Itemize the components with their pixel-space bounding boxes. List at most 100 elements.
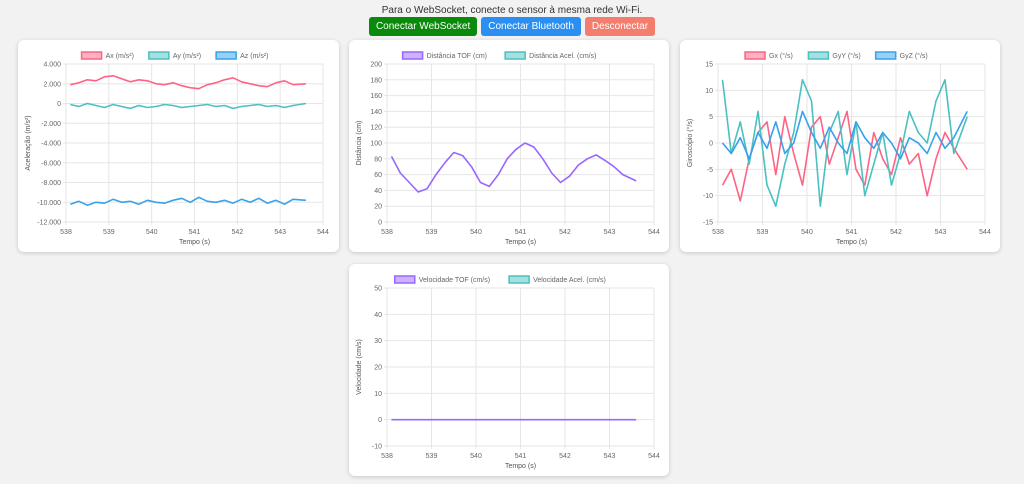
x-axis-label: Tempo (s) — [505, 463, 536, 470]
y-tick-label: 0 — [378, 220, 382, 227]
x-tick-label: 540 — [146, 229, 158, 236]
accel-chart: 538 539 540 541 542 543 544 -12.000 -10.000 -8.00… — [25, 51, 329, 246]
y-axis-label: Distância (cm) — [356, 121, 363, 166]
y-tick-label: 4.000 — [43, 62, 61, 69]
y-tick-label: 0 — [57, 101, 61, 108]
y-tick-label: -12.000 — [37, 220, 61, 227]
x-tick-label: 544 — [317, 229, 329, 236]
legend-label[interactable]: GyY (°/s) — [832, 52, 860, 60]
vel-chart: 538 539 540 541 542 543 544 -10 0 10 20 30 40 50 Tempo… — [356, 275, 660, 470]
legend-label[interactable]: Velocidade TOF (cm/s) — [419, 277, 490, 284]
y-tick-label: 20 — [374, 365, 382, 372]
y-tick-label: 200 — [370, 62, 382, 69]
connection-instruction: Para o WebSocket, conecte o sensor à mes… — [381, 5, 643, 16]
y-axis-label: Velocidade (cm/s) — [356, 339, 363, 395]
distance-chart-card: 538 539 540 541 542 543 544 0 20 40 60 80 100 120 140 1… — [349, 40, 669, 252]
legend-swatch[interactable] — [874, 51, 897, 60]
y-tick-label: 2.000 — [43, 81, 61, 88]
x-tick-label: 539 — [103, 229, 115, 236]
legend: Ax (m/s²) Ay (m/s²) Az (m/s²) — [80, 51, 269, 60]
y-tick-label: 40 — [374, 312, 382, 319]
series-line — [721, 110, 968, 160]
legend: Gx (°/s) GyY (°/s) GyZ (°/s) — [744, 51, 928, 60]
y-tick-label: 0 — [378, 417, 382, 424]
connection-buttons: Conectar WebSocket Conectar Bluetooth De… — [0, 17, 1024, 36]
x-tick-label: 540 — [470, 453, 482, 460]
series-line — [721, 78, 968, 207]
x-tick-label: 541 — [189, 229, 201, 236]
legend-swatch[interactable] — [401, 51, 424, 60]
x-tick-label: 539 — [426, 229, 438, 236]
legend-swatch[interactable] — [807, 51, 830, 60]
legend-label[interactable]: Ax (m/s²) — [106, 53, 134, 60]
legend-swatch[interactable] — [215, 51, 237, 60]
x-axis-label: Tempo (s) — [836, 239, 867, 246]
x-tick-label: 543 — [935, 229, 947, 236]
series-line — [70, 196, 306, 206]
x-tick-label: 542 — [559, 453, 571, 460]
legend-swatch[interactable] — [504, 51, 526, 60]
legend-swatch[interactable] — [80, 51, 103, 60]
connect-websocket-button[interactable]: Conectar WebSocket — [368, 17, 478, 36]
legend-label[interactable]: Az (m/s²) — [240, 53, 268, 60]
y-tick-label: 0 — [709, 141, 713, 148]
x-tick-label: 539 — [757, 229, 769, 236]
legend-label[interactable]: Velocidade Acel. (cm/s) — [533, 277, 606, 284]
y-tick-label: -15 — [703, 220, 713, 227]
velocity-chart-card: 538 539 540 541 542 543 544 -10 0 10 20 30 40 50 Tempo… — [349, 264, 669, 476]
legend-label[interactable]: Ay (m/s²) — [173, 53, 201, 60]
y-axis-label: Giroscópio (°/s) — [686, 119, 694, 167]
legend-label[interactable]: Distância Acel. (cm/s) — [529, 53, 596, 60]
legend-label[interactable]: Gx (°/s) — [769, 52, 793, 60]
y-tick-label: 10 — [374, 391, 382, 398]
legend-swatch[interactable] — [508, 275, 530, 284]
y-tick-label: 10 — [705, 88, 713, 95]
y-axis-label: Aceleração (m/s²) — [25, 115, 32, 170]
grid — [384, 287, 655, 449]
x-axis-label: Tempo (s) — [505, 239, 536, 246]
grid — [63, 63, 324, 225]
y-tick-label: -4.000 — [41, 141, 61, 148]
disconnect-button[interactable]: Desconectar — [584, 17, 656, 36]
y-tick-label: -2.000 — [41, 121, 61, 128]
x-tick-label: 538 — [381, 229, 393, 236]
x-tick-label: 542 — [231, 229, 243, 236]
y-tick-label: 40 — [374, 188, 382, 195]
x-tick-label: 543 — [274, 229, 286, 236]
series-line — [390, 142, 637, 193]
y-tick-label: 120 — [370, 125, 382, 132]
series-line — [70, 102, 307, 110]
legend: Distância TOF (cm) Distância Acel. (cm/s) — [401, 51, 596, 60]
legend-swatch[interactable] — [148, 51, 170, 60]
dist-chart: 538 539 540 541 542 543 544 0 20 40 60 80 100 120 140 1… — [356, 51, 660, 246]
legend-swatch[interactable] — [744, 51, 766, 60]
x-tick-label: 540 — [801, 229, 813, 236]
x-tick-label: 538 — [60, 229, 72, 236]
y-tick-label: 140 — [370, 109, 382, 116]
x-axis-label: Tempo (s) — [179, 239, 210, 246]
x-tick-label: 541 — [515, 453, 527, 460]
connect-bluetooth-button[interactable]: Conectar Bluetooth — [481, 17, 581, 36]
legend-label[interactable]: Distância TOF (cm) — [427, 53, 487, 60]
x-tick-label: 538 — [712, 229, 724, 236]
y-tick-label: -10 — [372, 444, 382, 451]
legend: Velocidade TOF (cm/s) Velocidade Acel. (c… — [394, 275, 606, 284]
y-tick-label: -8.000 — [41, 180, 61, 187]
gyro-chart: 538 539 540 541 542 543 544 -15 -10 -5 0 5 10 15 Tempo… — [686, 51, 991, 246]
x-tick-label: 542 — [559, 229, 571, 236]
y-tick-label: -10 — [703, 193, 713, 200]
y-tick-label: 5 — [709, 114, 713, 121]
y-tick-label: 60 — [374, 172, 382, 179]
legend-label[interactable]: GyZ (°/s) — [900, 52, 928, 60]
y-tick-label: 30 — [374, 338, 382, 345]
x-tick-label: 543 — [604, 229, 616, 236]
legend-swatch[interactable] — [394, 275, 416, 284]
x-tick-label: 543 — [604, 453, 616, 460]
y-tick-label: 160 — [370, 93, 382, 100]
grid — [384, 63, 655, 225]
x-tick-label: 539 — [426, 453, 438, 460]
y-tick-label: 15 — [705, 62, 713, 69]
x-tick-label: 541 — [515, 229, 527, 236]
x-tick-label: 540 — [470, 229, 482, 236]
y-tick-label: -5 — [707, 167, 713, 174]
